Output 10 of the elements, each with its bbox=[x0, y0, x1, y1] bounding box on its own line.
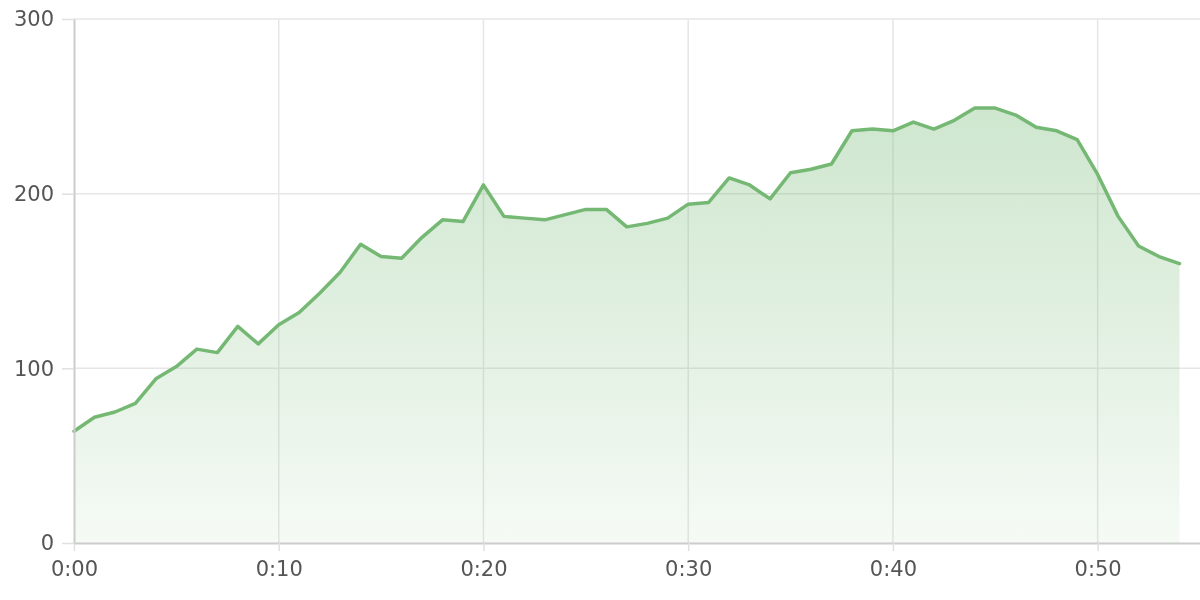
y-tick-label: 200 bbox=[13, 181, 54, 206]
x-tick-label: 0:50 bbox=[1074, 556, 1122, 581]
x-tick-label: 0:20 bbox=[460, 556, 508, 581]
x-tick-label: 0:00 bbox=[50, 556, 99, 581]
y-tick-label: 0 bbox=[40, 531, 54, 556]
y-tick-label: 100 bbox=[13, 356, 54, 381]
x-tick-label: 0:10 bbox=[255, 556, 303, 581]
x-tick-label: 0:30 bbox=[665, 556, 713, 581]
x-tick-label: 0:40 bbox=[869, 556, 917, 581]
y-tick-label: 300 bbox=[13, 7, 54, 32]
